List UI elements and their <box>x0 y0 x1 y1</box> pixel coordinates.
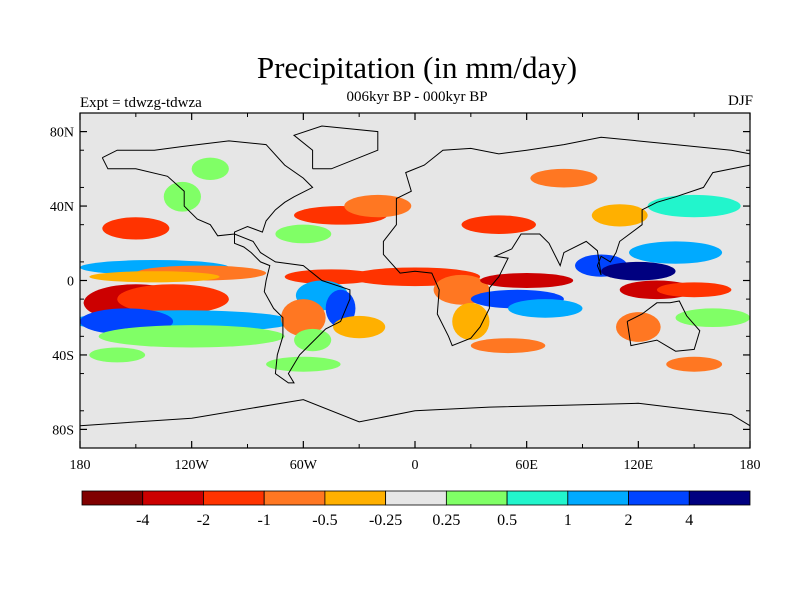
colorbar-label: 0.5 <box>497 512 517 529</box>
anomaly-region <box>461 215 536 234</box>
lon-tick-label: 120W <box>175 458 210 473</box>
colorbar-label: -4 <box>136 512 149 529</box>
coastline <box>626 300 701 352</box>
anomaly-region <box>294 328 332 352</box>
colorbar-label: -0.5 <box>312 512 337 529</box>
colorbar-label: 2 <box>625 512 633 529</box>
anomaly-region <box>656 282 732 298</box>
anomaly-region <box>117 284 229 314</box>
colorbar-label: 4 <box>685 512 693 529</box>
lon-tick-label: 180 <box>740 458 761 473</box>
coastline <box>80 399 750 427</box>
lat-tick-label: 80N <box>50 126 74 141</box>
colorbar-swatch <box>688 490 751 506</box>
anomaly-region <box>616 312 661 342</box>
precip-anomaly-layer <box>80 157 750 372</box>
lat-tick-label: 40N <box>50 200 74 215</box>
anomaly-region <box>530 168 598 188</box>
colorbar-label: -0.25 <box>369 512 402 529</box>
anomaly-region <box>284 269 378 285</box>
colorbar-swatch <box>324 490 387 506</box>
anomaly-region <box>344 194 412 218</box>
anomaly-region <box>163 181 201 212</box>
coastline <box>382 136 750 347</box>
colorbar: -4 -2 -1 -0.5 -0.25 0.25 0.5 1 2 4 <box>81 490 751 529</box>
colorbar-swatch <box>385 490 447 506</box>
anomaly-region <box>98 325 285 348</box>
coastlines <box>80 125 750 427</box>
anomaly-region <box>508 299 583 318</box>
anomaly-region <box>647 194 741 218</box>
colorbar-label: 0.25 <box>432 512 460 529</box>
lat-tick-label: 80S <box>52 423 74 438</box>
chart-title: Precipitation (in mm/day) <box>256 50 578 85</box>
colorbar-swatch <box>628 490 690 506</box>
anomaly-region <box>480 273 574 288</box>
colorbar-swatch <box>81 490 144 506</box>
lon-tick-label: 120E <box>624 458 654 473</box>
coastline <box>292 125 379 170</box>
anomaly-region <box>452 302 490 341</box>
anomaly-region <box>333 315 386 339</box>
chart-subtitle: 006kyr BP - 000kyr BP <box>346 89 488 105</box>
colorbar-label: -2 <box>197 512 210 529</box>
anomaly-region <box>266 356 341 372</box>
season-label: DJF <box>727 93 753 109</box>
anomaly-region <box>601 261 676 281</box>
experiment-label: Expt = tdwzg-tdwza <box>80 95 202 111</box>
anomaly-region <box>191 157 229 180</box>
colorbar-swatch <box>263 490 326 506</box>
anomaly-region <box>470 338 546 354</box>
lat-tick-label: 40S <box>52 349 74 364</box>
lon-tick-label: 60E <box>515 458 538 473</box>
anomaly-region <box>102 217 170 240</box>
colorbar-swatch <box>506 490 569 506</box>
lon-tick-label: 60W <box>290 458 318 473</box>
lat-tick-label: 0 <box>67 275 74 290</box>
anomaly-region <box>89 271 220 283</box>
lon-tick-label: 180 <box>70 458 91 473</box>
anomaly-region <box>666 356 723 372</box>
anomaly-region <box>281 299 326 337</box>
anomaly-region <box>629 241 723 264</box>
longitude-axis: 180 120W 60W 0 60E 120E 180 <box>70 113 761 473</box>
colorbar-swatch <box>203 490 265 506</box>
coastline <box>101 140 351 384</box>
anomaly-region <box>675 308 750 328</box>
colorbar-label: 1 <box>564 512 572 529</box>
latitude-axis: 80N 40N 0 40S 80S <box>50 112 750 449</box>
colorbar-swatch <box>567 490 629 506</box>
anomaly-region <box>591 204 648 227</box>
colorbar-swatch <box>445 490 508 506</box>
colorbar-swatch <box>142 490 204 506</box>
anomaly-region <box>275 224 332 244</box>
lon-tick-label: 0 <box>412 458 419 473</box>
colorbar-label: -1 <box>258 512 271 529</box>
anomaly-region <box>89 347 146 363</box>
